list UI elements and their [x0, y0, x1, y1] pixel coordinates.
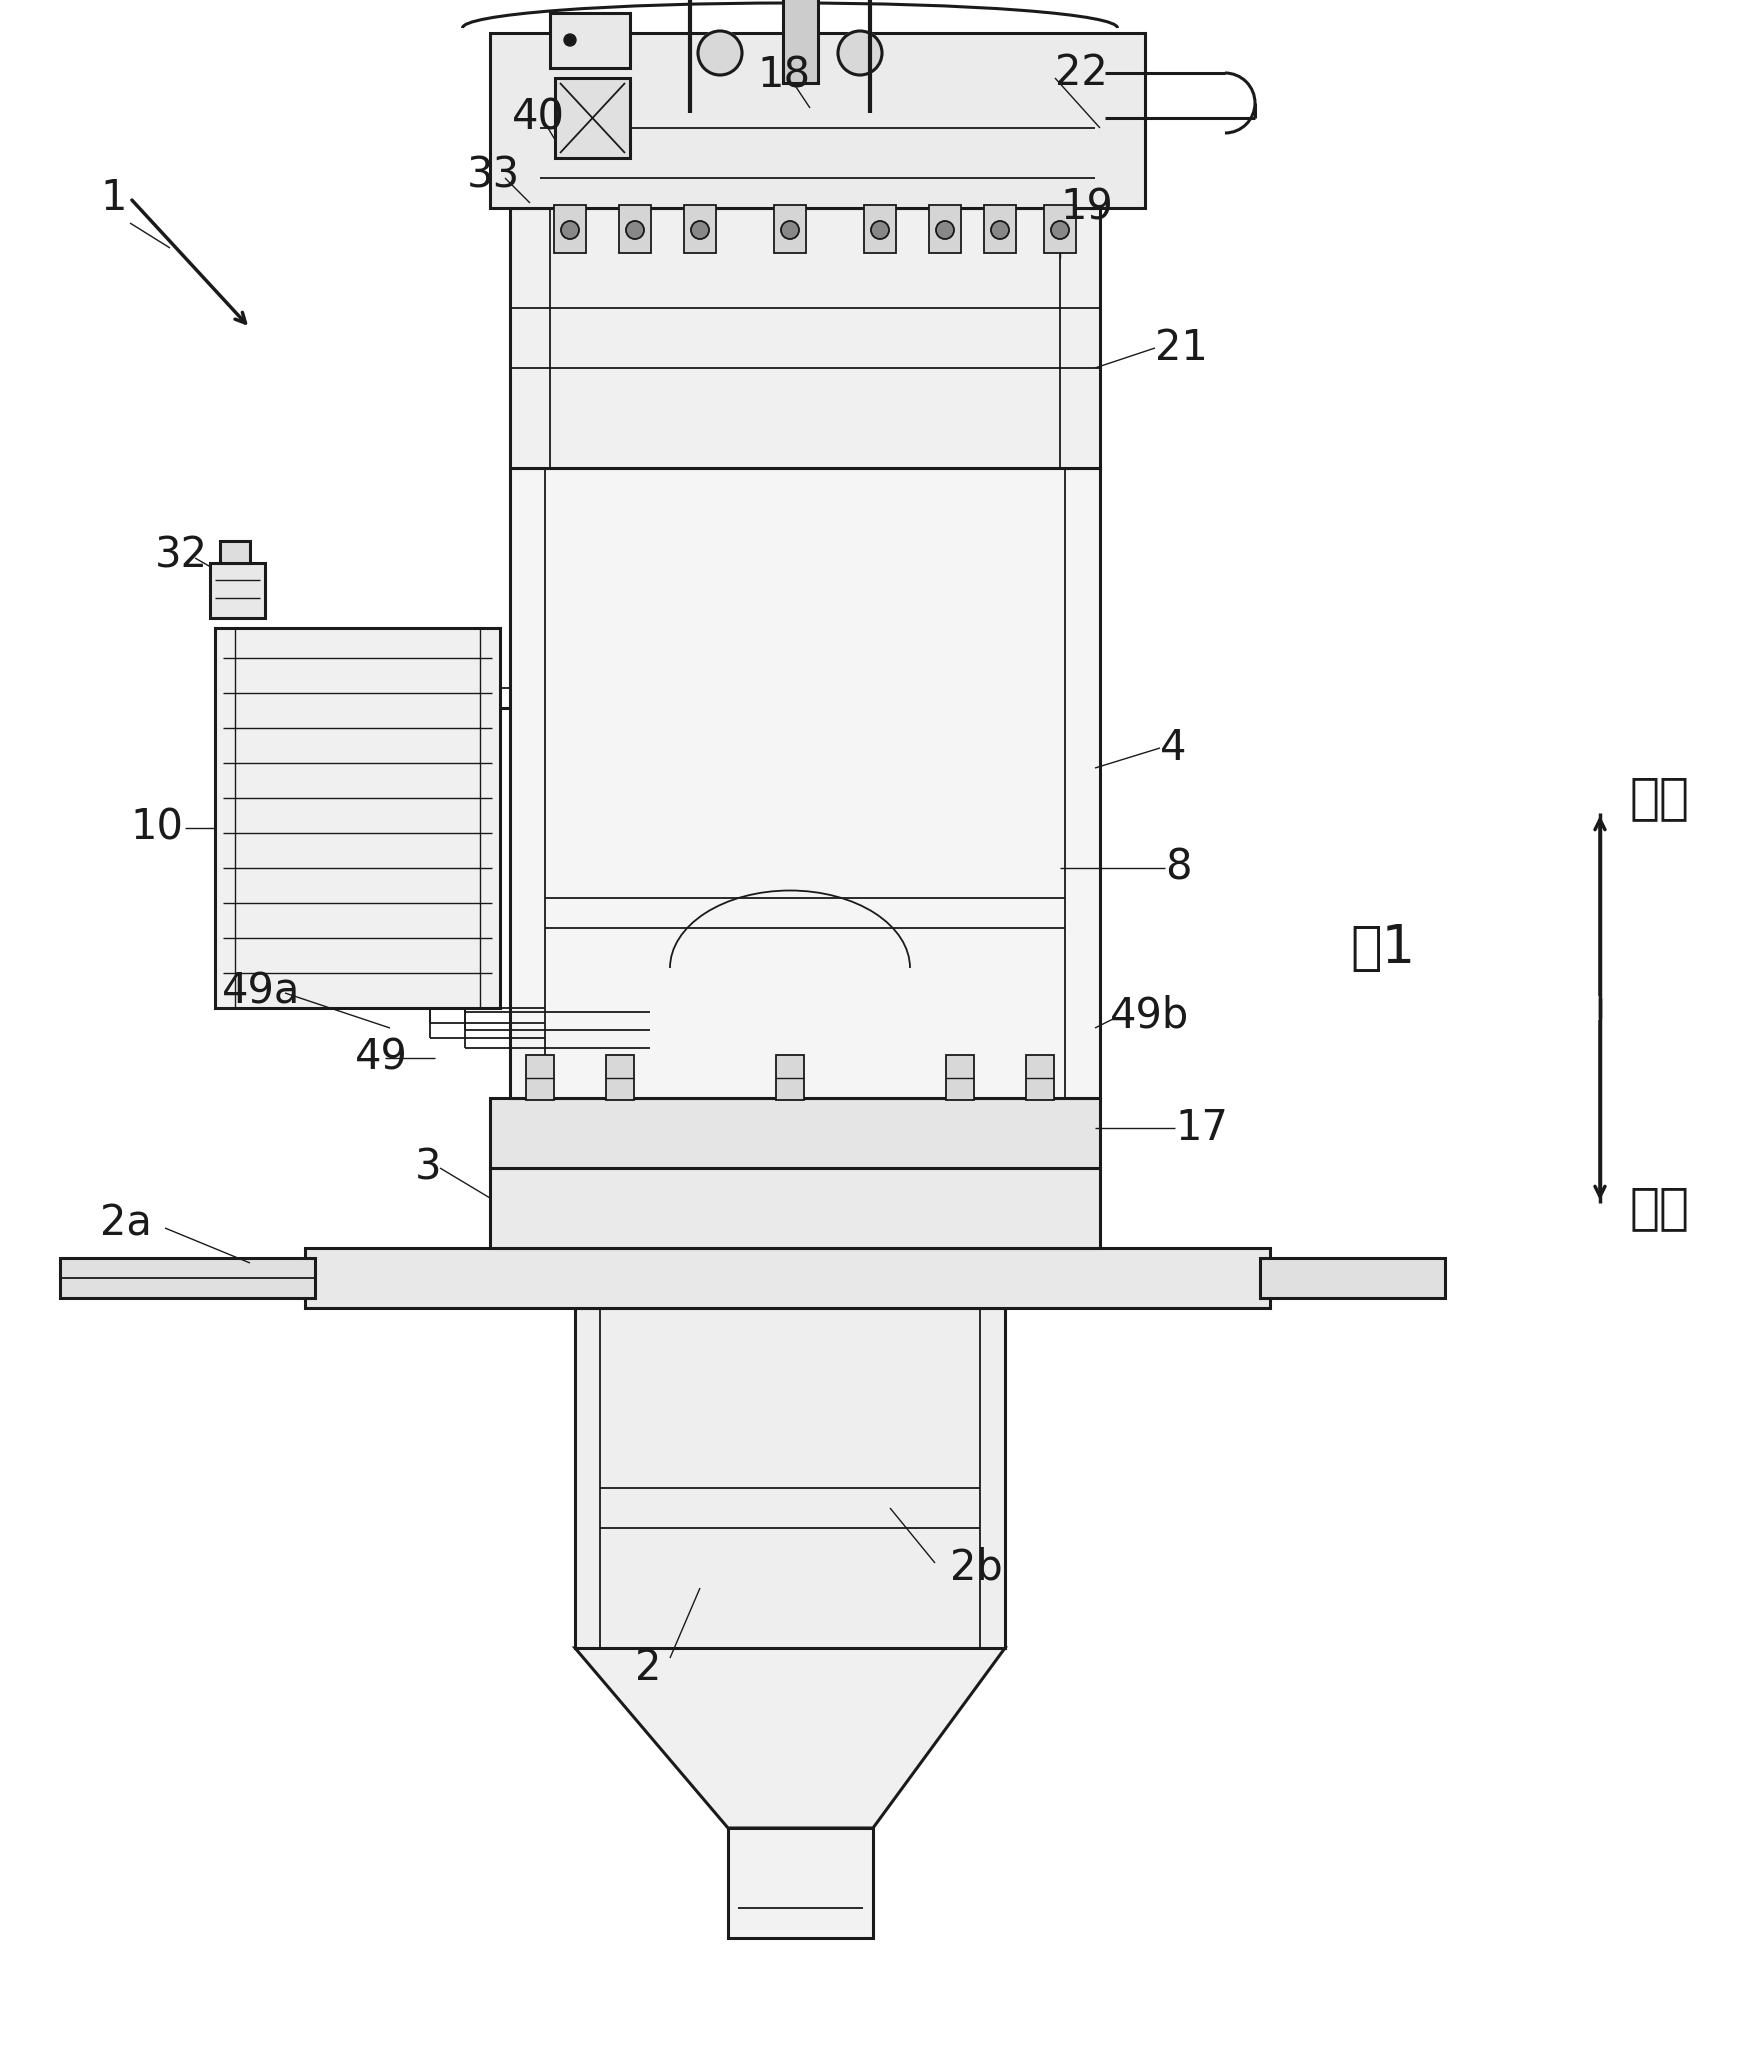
Circle shape	[561, 221, 579, 240]
Text: 后侧: 后侧	[1629, 773, 1691, 821]
Bar	[551, 12, 630, 68]
Text: 18: 18	[758, 56, 810, 97]
Bar	[60, 1257, 316, 1299]
Text: 8: 8	[1165, 848, 1191, 889]
Text: 21: 21	[1154, 327, 1209, 368]
Text: 19: 19	[1059, 186, 1112, 230]
Bar	[684, 205, 716, 252]
Text: 33: 33	[467, 153, 521, 196]
Bar	[945, 1055, 973, 1100]
Circle shape	[565, 33, 575, 45]
Bar	[210, 562, 265, 618]
Text: 2: 2	[635, 1646, 661, 1690]
Bar	[510, 209, 1100, 467]
Circle shape	[937, 221, 954, 240]
Circle shape	[781, 221, 800, 240]
Bar	[930, 205, 961, 252]
Text: 49a: 49a	[223, 970, 300, 1011]
Bar	[305, 1247, 1270, 1307]
Bar	[865, 205, 896, 252]
Bar	[489, 1168, 1100, 1247]
Bar	[526, 1055, 554, 1100]
Text: 3: 3	[416, 1148, 442, 1189]
Bar	[984, 205, 1016, 252]
Bar	[554, 79, 630, 157]
Circle shape	[698, 31, 742, 74]
Bar	[554, 205, 586, 252]
Text: 2a: 2a	[100, 1202, 153, 1245]
Text: 4: 4	[1159, 728, 1186, 769]
Bar	[619, 205, 651, 252]
Bar	[774, 205, 807, 252]
Circle shape	[626, 221, 644, 240]
Text: 49: 49	[354, 1036, 409, 1079]
Text: 40: 40	[512, 97, 565, 139]
Bar	[1026, 1055, 1054, 1100]
Polygon shape	[575, 1648, 1005, 1828]
Bar	[510, 467, 1100, 1098]
Bar	[1259, 1257, 1445, 1299]
Bar	[1044, 205, 1075, 252]
Bar	[216, 629, 500, 1007]
Circle shape	[872, 221, 889, 240]
Text: 2b: 2b	[951, 1547, 1003, 1588]
Bar	[605, 1055, 633, 1100]
Bar	[489, 33, 1145, 209]
Bar	[219, 542, 251, 562]
Circle shape	[838, 31, 882, 74]
Bar	[728, 1828, 873, 1938]
Bar	[575, 1307, 1005, 1648]
Text: 32: 32	[154, 536, 209, 577]
Text: 22: 22	[1054, 52, 1109, 93]
Bar	[489, 1098, 1100, 1168]
Circle shape	[991, 221, 1009, 240]
Circle shape	[1051, 221, 1068, 240]
Bar	[782, 0, 817, 83]
Text: 前侧: 前侧	[1629, 1185, 1691, 1233]
Text: 17: 17	[1175, 1106, 1228, 1150]
Text: 1: 1	[100, 178, 126, 219]
Text: 10: 10	[130, 807, 182, 850]
Text: 49b: 49b	[1110, 995, 1189, 1036]
Bar	[775, 1055, 803, 1100]
Circle shape	[691, 221, 709, 240]
Text: 图1: 图1	[1351, 922, 1415, 974]
